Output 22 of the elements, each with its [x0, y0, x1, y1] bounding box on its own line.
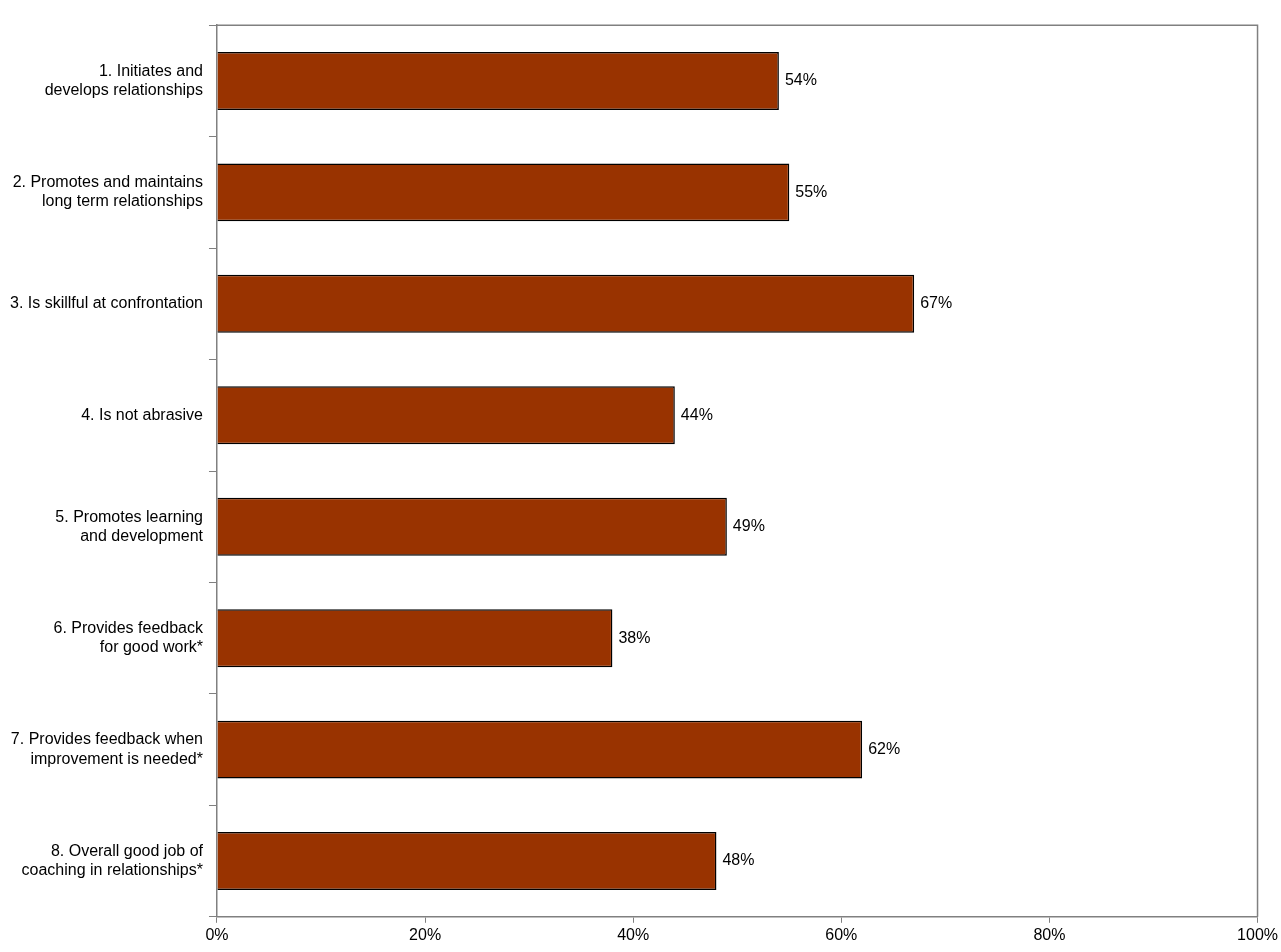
- x-tick-label: 0%: [205, 925, 229, 943]
- y-tick-label: 5. Promotes learning and development: [55, 507, 204, 544]
- data-label: 54%: [784, 71, 817, 89]
- x-tick-label: 40%: [617, 925, 650, 943]
- data-label: 38%: [618, 628, 651, 646]
- x-tick-label: 100%: [1237, 925, 1278, 943]
- x-tick-label: 80%: [1033, 925, 1066, 943]
- y-tick-label: 2. Promotes and maintains long term relationships: [12, 173, 203, 210]
- y-tick-label: 3. Is skillful at confrontation: [10, 294, 203, 312]
- data-label: 62%: [868, 740, 901, 758]
- data-label: 55%: [795, 182, 828, 200]
- y-tick-label: 1. Initiates and develops relationships: [44, 61, 203, 98]
- data-label: 44%: [680, 405, 713, 423]
- y-tick-label: 6. Provides feedback for good work*: [53, 618, 204, 656]
- x-tick-label: 20%: [409, 925, 442, 943]
- data-label: 48%: [722, 851, 755, 869]
- y-tick-label: 4. Is not abrasive: [81, 405, 204, 423]
- data-label: 49%: [732, 517, 765, 535]
- x-tick-label: 60%: [825, 925, 858, 943]
- y-tick-label: 8. Overall good job of coaching in relationships*: [21, 841, 204, 879]
- y-tick-label: 7. Provides feedback when improvement is needed*: [10, 730, 203, 767]
- data-label: 67%: [920, 294, 953, 312]
